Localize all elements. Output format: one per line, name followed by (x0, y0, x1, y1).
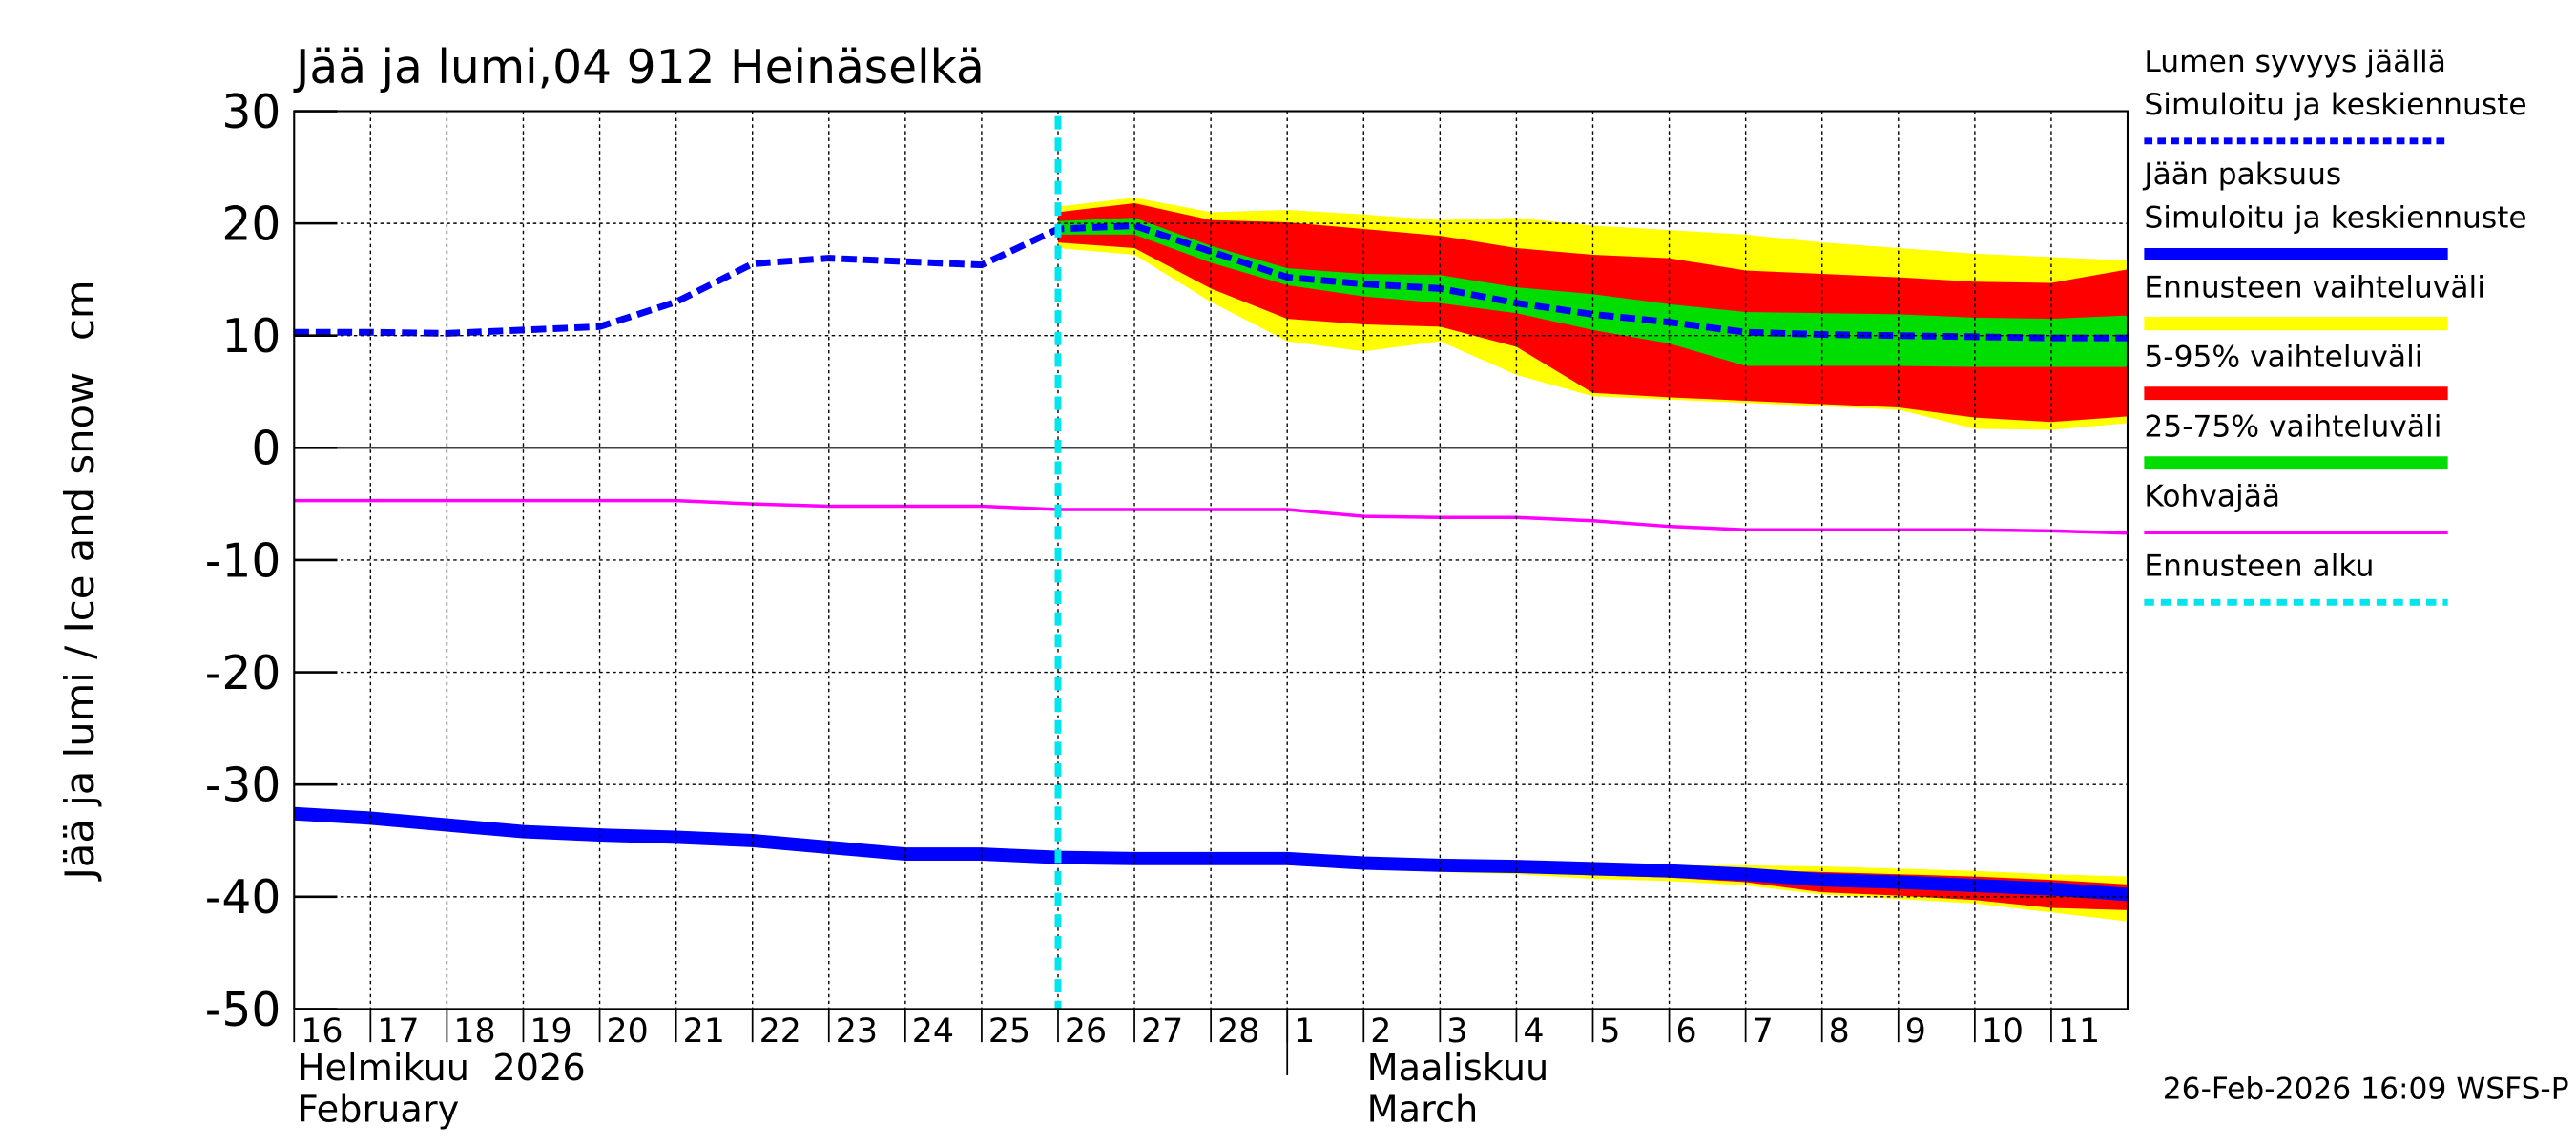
x-tick-label: 17 (377, 1012, 419, 1051)
x-tick-label: 19 (530, 1012, 571, 1051)
plot-frame (293, 110, 2129, 1010)
x-tick-label: 25 (988, 1012, 1030, 1051)
x-tick-label: 5 (1599, 1012, 1620, 1051)
legend-label: Simuloitu ja keskiennuste (2144, 88, 2526, 122)
timestamp: 26-Feb-2026 16:09 WSFS-P (2163, 1072, 2569, 1106)
y-tick-label: 30 (221, 86, 280, 139)
legend-label: Simuloitu ja keskiennuste (2144, 200, 2526, 235)
month-label: February (298, 1089, 460, 1132)
x-tick-label: 7 (1753, 1012, 1774, 1051)
x-tick-label: 26 (1065, 1012, 1107, 1051)
y-axis-unit: cm (56, 280, 103, 341)
x-tick-label: 18 (453, 1012, 495, 1051)
y-tick-label: -20 (205, 647, 281, 700)
y-tick-label: 0 (251, 423, 280, 476)
x-tick-label: 1 (1294, 1012, 1315, 1051)
x-tick-label: 16 (301, 1012, 343, 1051)
x-tick-label: 3 (1446, 1012, 1467, 1051)
band-area (1057, 218, 2128, 367)
x-tick-label: 23 (836, 1012, 878, 1051)
y-tick-label: -50 (205, 984, 281, 1037)
legend-label: 5-95% vaihteluväli (2144, 340, 2422, 374)
legend-label: Ennusteen alku (2144, 549, 2374, 583)
chart-title: Jää ja lumi,04 912 Heinäselkä (293, 41, 985, 94)
x-tick-label: 9 (1905, 1012, 1926, 1051)
x-tick-label: 10 (1982, 1012, 2024, 1051)
month-label: Maaliskuu (1367, 1047, 1549, 1090)
legend-label: Kohvajää (2144, 479, 2280, 513)
y-label-group: Jää ja lumi / Ice and snow cm (56, 280, 103, 882)
band-area (1287, 858, 2128, 922)
x-tick-label: 24 (912, 1012, 954, 1051)
x-tick-label: 22 (759, 1012, 801, 1051)
legend-label: Jään paksuus (2142, 157, 2341, 192)
x-tick-label: 6 (1676, 1012, 1697, 1051)
y-tick-label: -30 (205, 760, 281, 813)
x-tick-label: 11 (2058, 1012, 2100, 1051)
month-label: Helmikuu 2026 (298, 1047, 586, 1090)
x-tick-label: 2 (1370, 1012, 1391, 1051)
x-tick-label: 8 (1829, 1012, 1850, 1051)
legend-label: Ennusteen vaihteluväli (2144, 270, 2485, 304)
y-axis-label: Jää ja lumi / Ice and snow (56, 372, 103, 883)
x-tick-label: 4 (1523, 1012, 1544, 1051)
y-tick-label: 20 (221, 198, 280, 252)
y-tick-label: 10 (221, 310, 280, 364)
y-tick-label: -10 (205, 534, 281, 588)
x-tick-label: 21 (683, 1012, 725, 1051)
legend-label: 25-75% vaihteluväli (2144, 409, 2441, 444)
y-tick-label: -40 (205, 871, 281, 925)
x-tick-label: 20 (607, 1012, 649, 1051)
legend-label: Lumen syvyys jäällä (2144, 45, 2446, 79)
x-tick-label: 27 (1141, 1012, 1183, 1051)
month-label: March (1367, 1089, 1479, 1132)
x-tick-label: 28 (1217, 1012, 1259, 1051)
